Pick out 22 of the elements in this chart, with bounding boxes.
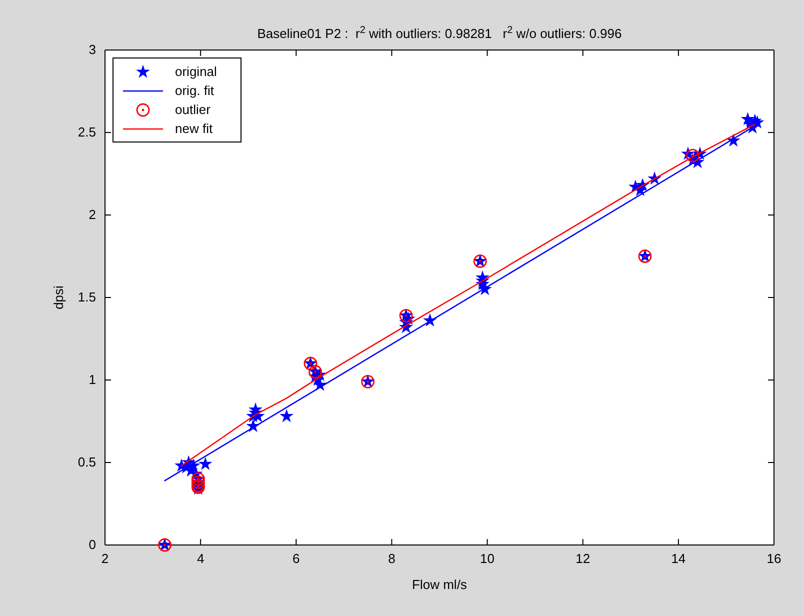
legend-label: new fit	[175, 121, 213, 136]
x-tick-label: 2	[101, 551, 109, 566]
y-axis-title: dpsi	[51, 285, 66, 310]
chart-title: Baseline01 P2 : r$^{2}$ with outliers: 0.98281 r$^{2}$ w/o outliers: 0.996	[257, 24, 622, 41]
x-tick-label: 16	[766, 551, 782, 566]
x-tick-label: 12	[576, 551, 590, 566]
x-tick-label: 14	[671, 551, 686, 566]
legend-label: outlier	[175, 102, 212, 117]
y-tick-label: 1	[88, 372, 96, 388]
x-axis-title: Flow ml/s	[412, 577, 468, 592]
x-tick-label: 10	[480, 551, 495, 566]
x-tick-label: 4	[196, 551, 204, 566]
x-tick-label: 8	[388, 551, 396, 566]
y-tick-label: 2	[88, 207, 96, 222]
y-tick-label: 0	[88, 537, 96, 552]
legend-label: orig. fit	[175, 83, 214, 98]
y-tick-label: 3	[88, 42, 96, 58]
x-tick-label: 6	[292, 551, 300, 566]
y-tick-label: 1.5	[78, 290, 96, 305]
y-tick-label: 0.5	[78, 454, 96, 470]
legend-label: original	[175, 64, 218, 79]
y-tick-label: 2.5	[78, 124, 96, 140]
